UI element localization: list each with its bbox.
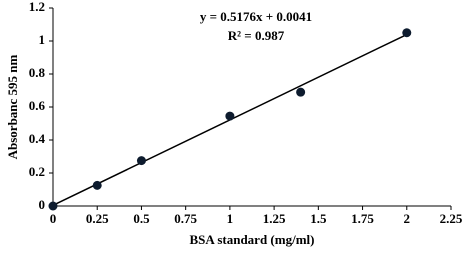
x-tick-label: 0.75 [174,211,197,226]
equation: y = 0.5176x + 0.0041 [200,9,312,24]
x-tick-label: 1.5 [310,211,327,226]
x-tick-label: 2 [404,211,411,226]
x-axis-title: BSA standard (mg/ml) [190,232,315,247]
x-tick-label: 0 [50,211,57,226]
y-tick-label: 1.2 [29,0,45,14]
y-tick-label: 0.8 [29,65,46,80]
y-tick-label: 0 [39,197,46,212]
x-tick-label: 1 [227,211,234,226]
r-squared: R² = 0.987 [228,28,285,43]
y-tick-label: 1 [39,32,46,47]
data-point [48,201,58,211]
y-tick-label: 0.2 [29,164,45,179]
data-point [296,87,306,97]
x-tick-label: 1.75 [351,211,374,226]
y-tick-label: 0.6 [29,98,46,113]
data-point [92,180,102,190]
y-axis-title: Absorbanc 595 nm [5,54,20,159]
data-point [402,28,412,38]
x-tick-label: 0.5 [133,211,150,226]
x-tick-label: 1.25 [263,211,286,226]
y-tick-label: 0.4 [29,131,46,146]
data-point [225,111,235,121]
x-tick-label: 0.25 [86,211,109,226]
data-point [136,156,146,166]
x-tick-label: 2.25 [440,211,463,226]
